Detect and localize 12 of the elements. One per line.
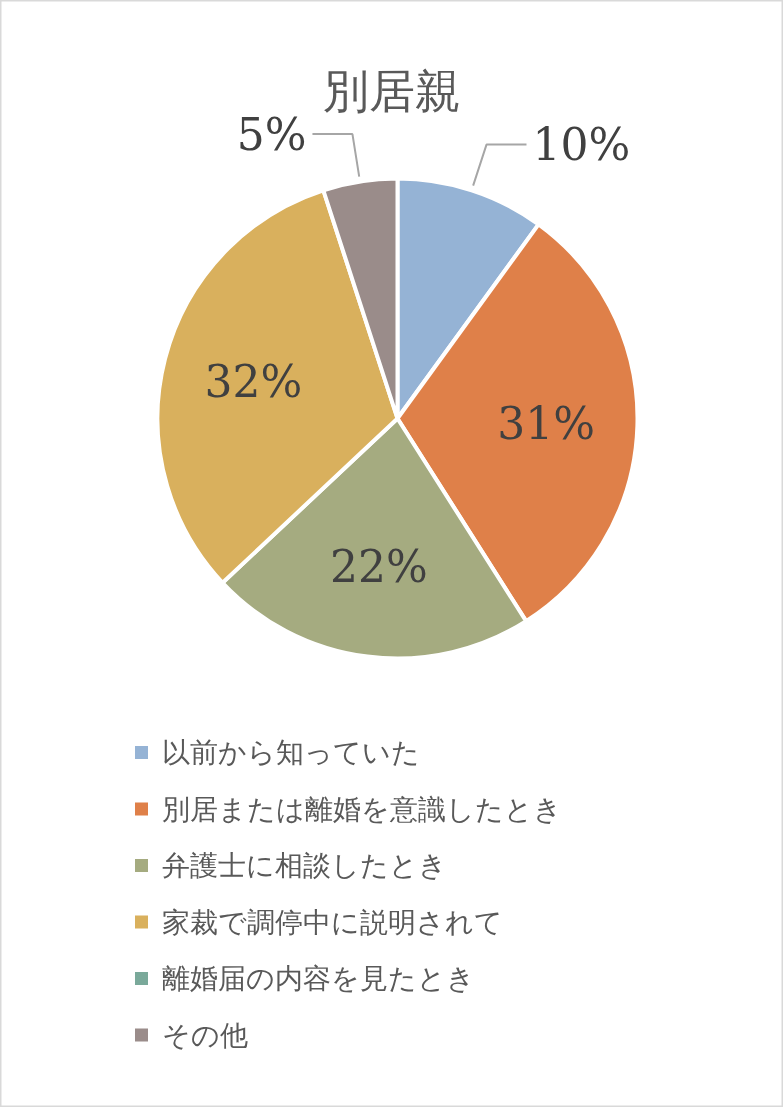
data-label: 32% xyxy=(204,355,303,407)
data-label: 22% xyxy=(329,540,428,592)
legend-label: その他 xyxy=(161,1018,248,1052)
data-label: 31% xyxy=(497,397,596,449)
chart-title: 別居親 xyxy=(323,63,461,118)
legend-label: 離婚届の内容を見たとき xyxy=(161,962,475,995)
data-label: 10% xyxy=(532,119,631,171)
legend-label: 別居または離婚を意識したとき xyxy=(161,792,562,826)
legend-label: 弁護士に相談したとき xyxy=(161,849,447,882)
legend-label: 以前から知っていた xyxy=(161,736,420,769)
legend-label: 家裁で調停中に説明されて xyxy=(161,905,503,939)
data-label: 5% xyxy=(236,108,307,160)
